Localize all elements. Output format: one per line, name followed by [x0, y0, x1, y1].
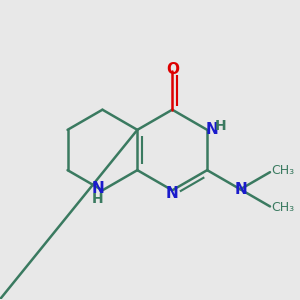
Text: N: N [206, 122, 218, 137]
Text: H: H [92, 192, 103, 206]
Text: H: H [215, 119, 226, 133]
Text: N: N [91, 181, 104, 196]
Text: CH₃: CH₃ [272, 164, 295, 177]
Text: N: N [166, 186, 178, 201]
Text: O: O [167, 61, 180, 76]
Text: N: N [235, 182, 247, 197]
Text: CH₃: CH₃ [272, 201, 295, 214]
